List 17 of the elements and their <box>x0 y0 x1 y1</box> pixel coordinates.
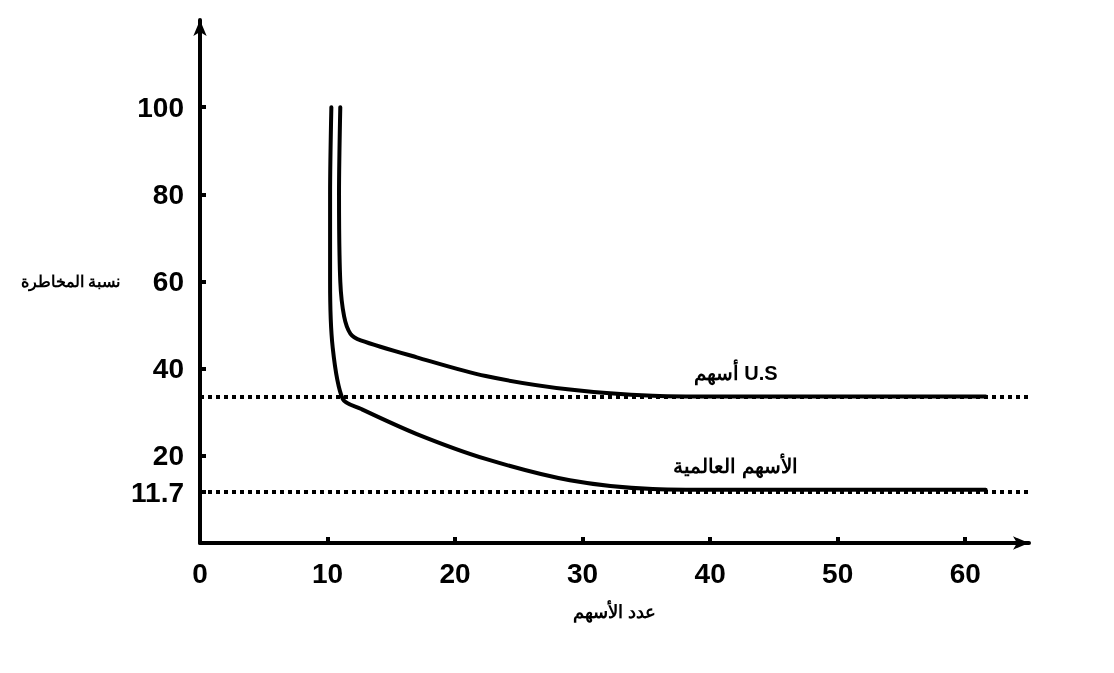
x-tick-label: 10 <box>311 557 344 589</box>
x-tick-label: 30 <box>567 557 599 589</box>
x-tick-label: 60 <box>949 557 981 589</box>
x-tick-label: 50 <box>822 557 854 589</box>
y-tick-label: 40 <box>152 353 184 385</box>
series-label: أسهم U.S <box>693 358 778 386</box>
y-axis-title: نسبة المخاطرة <box>20 273 120 292</box>
y-tick-label: 11.7 <box>131 476 184 508</box>
y-tick-label: 20 <box>152 440 184 472</box>
x-tick-label: 20 <box>439 557 471 589</box>
x-axis-title: عدد الأسهم <box>572 600 657 623</box>
y-tick-label: 80 <box>152 178 184 210</box>
x-tick-label: 40 <box>694 557 726 589</box>
x-tick-label: 0 <box>192 557 208 589</box>
y-tick-label: 100 <box>137 91 184 123</box>
y-tick-label: 60 <box>152 266 184 297</box>
series-label: الأسهم العالمية <box>673 452 798 479</box>
